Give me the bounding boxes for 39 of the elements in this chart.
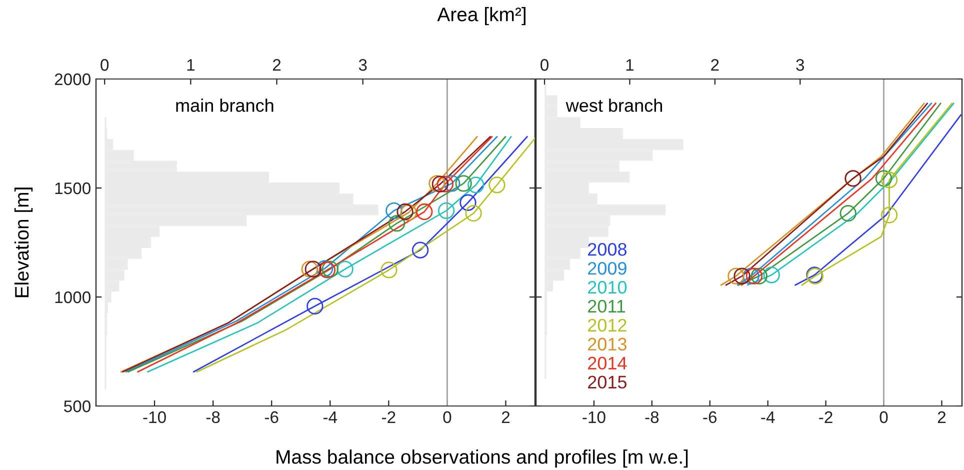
x-tick-label: 0 [880, 411, 888, 424]
x-tick-label: -4 [323, 411, 338, 423]
x-tick-label: -6 [703, 411, 717, 424]
y-tick-label: 1000 [55, 291, 90, 304]
text: 2009 [588, 262, 626, 275]
x-axis-title: Area [km²] [437, 7, 526, 26]
text: 2015 [588, 376, 627, 389]
x-tick-label: -10 [582, 411, 606, 424]
text: 2013 [588, 338, 626, 351]
y-tick-label: 1500 [55, 182, 90, 194]
x-tick-label: 2 [938, 411, 946, 423]
x-tick-label: -2 [382, 411, 396, 423]
x-tick-label: 0 [443, 411, 452, 424]
x-tick-label: 2 [711, 59, 719, 71]
x-tick-label: 2 [502, 411, 510, 423]
x-tick-label: -10 [143, 411, 166, 424]
x-tick-label: 3 [796, 59, 804, 71]
x-tick-label: 1 [187, 59, 195, 71]
x-tick-label: -6 [264, 411, 278, 424]
x-tick-label: -2 [819, 411, 832, 423]
y-tick-label: 500 [64, 400, 90, 412]
x-tick-label: 0 [100, 59, 109, 71]
x-axis-title: Mass balance observations and profiles [m w.e.] [276, 450, 688, 468]
x-tick-label: -4 [761, 411, 775, 423]
text: 2010 [588, 280, 627, 294]
x-tick-label: -8 [645, 411, 659, 424]
x-tick-label: 2 [272, 59, 281, 71]
text: main branch [176, 98, 274, 112]
text: 2012 [588, 318, 626, 332]
x-tick-label: 3 [358, 59, 367, 71]
text: 2008 [588, 242, 626, 256]
text: 2014 [588, 356, 627, 370]
x-tick-label: 1 [626, 59, 634, 71]
x-tick-label: 0 [540, 59, 549, 71]
y-axis-title: Elevation [m] [14, 188, 33, 298]
text: 2011 [588, 300, 626, 313]
y-tick-label: 2000 [54, 73, 90, 86]
text: west branch [566, 98, 662, 112]
x-tick-label: -8 [206, 411, 220, 424]
